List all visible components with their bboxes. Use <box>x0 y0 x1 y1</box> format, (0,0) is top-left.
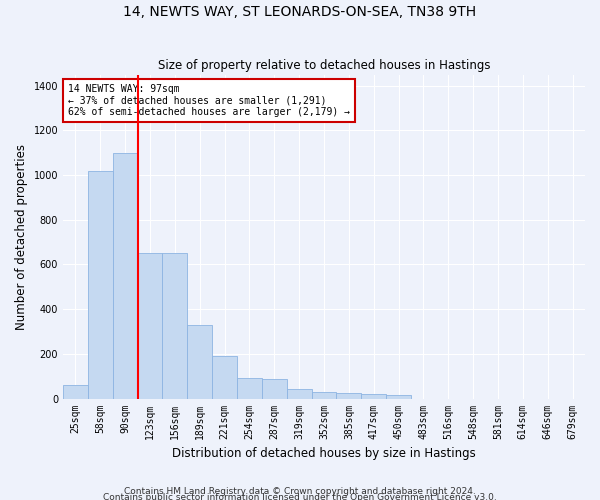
X-axis label: Distribution of detached houses by size in Hastings: Distribution of detached houses by size … <box>172 447 476 460</box>
Text: 14 NEWTS WAY: 97sqm
← 37% of detached houses are smaller (1,291)
62% of semi-det: 14 NEWTS WAY: 97sqm ← 37% of detached ho… <box>68 84 350 117</box>
Title: Size of property relative to detached houses in Hastings: Size of property relative to detached ho… <box>158 59 490 72</box>
Text: Contains public sector information licensed under the Open Government Licence v3: Contains public sector information licen… <box>103 492 497 500</box>
Bar <box>361 394 386 398</box>
Y-axis label: Number of detached properties: Number of detached properties <box>15 144 28 330</box>
Bar <box>237 378 262 398</box>
Bar <box>386 395 411 398</box>
Bar <box>113 153 137 398</box>
Bar <box>262 379 287 398</box>
Bar <box>187 325 212 398</box>
Bar <box>88 170 113 398</box>
Bar <box>63 384 88 398</box>
Bar <box>311 392 337 398</box>
Bar <box>287 388 311 398</box>
Bar <box>212 356 237 399</box>
Text: Contains HM Land Registry data © Crown copyright and database right 2024.: Contains HM Land Registry data © Crown c… <box>124 486 476 496</box>
Bar <box>137 254 163 398</box>
Text: 14, NEWTS WAY, ST LEONARDS-ON-SEA, TN38 9TH: 14, NEWTS WAY, ST LEONARDS-ON-SEA, TN38 … <box>124 5 476 19</box>
Bar <box>337 393 361 398</box>
Bar <box>163 254 187 398</box>
